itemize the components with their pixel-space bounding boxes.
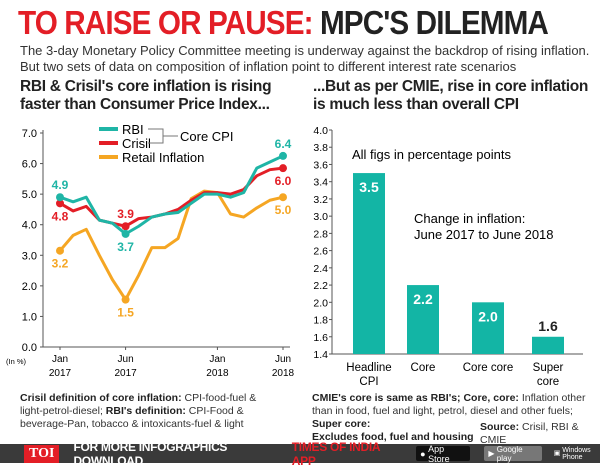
y-tick-label: 2.2 [313, 280, 328, 292]
y-tick-label: 2.4 [313, 263, 328, 275]
data-label: 3.7 [117, 240, 134, 254]
series-line [59, 154, 284, 236]
series-line [58, 189, 284, 302]
x-category-label: Headline [346, 362, 391, 374]
y-tick-label: 6.0 [22, 159, 37, 171]
bar-value-label: 2.0 [478, 308, 498, 324]
y-tick-label: 1.8 [313, 315, 328, 327]
legend-label: Retail Inflation [122, 150, 204, 165]
bar [532, 336, 564, 354]
bar-chart: 1.4 1.6 1.8 2.0 2.2 2.4 2.6 2.8 3.0 3.2 3.4 3.6 3.8 4… [313, 125, 583, 388]
x-category-label: CPI [359, 376, 378, 388]
data-point [121, 229, 130, 238]
data-label: 3.9 [117, 207, 134, 221]
windows-icon: ▣ [553, 450, 563, 457]
data-label: 6.0 [275, 174, 292, 188]
x-tick-label: 2018 [206, 368, 229, 379]
bar [472, 302, 504, 354]
google-play-badge[interactable]: ▶ Google play [484, 445, 542, 463]
x-category-label: Core core [463, 362, 514, 374]
data-point [56, 199, 64, 208]
data-label: 4.9 [52, 178, 69, 192]
data-point [56, 193, 64, 202]
series-line [59, 166, 284, 228]
annotation: June 2017 to June 2018 [414, 227, 554, 242]
data-point [279, 151, 287, 160]
data-label: 4.8 [52, 209, 69, 223]
y-tick-label: 3.6 [313, 159, 328, 171]
footer-app[interactable]: TIMES OF INDIA APP [291, 439, 380, 468]
toi-logo: TOI [24, 444, 60, 463]
data-point [279, 193, 287, 202]
bar-value-label: 3.5 [359, 179, 379, 195]
data-point [121, 295, 130, 304]
left-heading: RBI & Crisil's core inflation is rising … [20, 78, 272, 113]
y-tick-label: 4.0 [22, 220, 37, 232]
apple-icon: ● [420, 448, 429, 459]
y-tick-label: 1.0 [22, 311, 37, 323]
windows-phone-badge[interactable]: ▣ Windows Phone [553, 446, 591, 461]
data-label: 1.5 [117, 306, 134, 320]
y-tick-label: 5.0 [22, 189, 37, 201]
right-heading: ...But as per CMIE, rise in core inflati… [313, 78, 589, 113]
y-tick-label: 4.0 [313, 125, 328, 137]
data-label: 5.0 [275, 203, 292, 217]
y-tick-label: 3.0 [22, 250, 37, 262]
footer-banner: TOI FOR MORE INFOGRAPHICS DOWNLOAD TIMES… [0, 440, 600, 468]
bar [407, 285, 439, 354]
bar-value-label: 2.2 [413, 291, 433, 307]
data-point [56, 246, 64, 255]
x-tick-label: Jan [209, 354, 225, 365]
x-tick-label: Jun [118, 354, 134, 365]
y-tick-label: 1.4 [313, 349, 328, 361]
y-tick-label: 3.0 [313, 211, 328, 223]
data-point [279, 164, 287, 173]
x-tick-label: 2017 [49, 368, 72, 379]
source: Source: Crisil, RBI & CMIE [480, 421, 579, 446]
subtitle: The 3-day Monetary Policy Committee meet… [20, 43, 590, 74]
left-note: Crisil definition of core inflation: CPI… [20, 392, 257, 430]
y-tick-label: 3.2 [313, 194, 328, 206]
data-label: 3.2 [52, 257, 69, 271]
right-note: CMIE's core is same as RBI's; Core, core… [312, 392, 586, 443]
legend-label: Crisil [122, 136, 151, 151]
page-title: TO RAISE OR PAUSE: MPC'S DILEMMA [18, 4, 549, 41]
y-tick-label: 2.0 [22, 281, 37, 293]
y-tick-label: 3.4 [313, 177, 328, 189]
y-tick-label: 3.8 [313, 142, 328, 154]
bar [353, 173, 385, 354]
y-tick-label: 2.0 [313, 297, 328, 309]
y-tick-label: 2.8 [313, 228, 328, 240]
x-tick-label: Jun [275, 354, 291, 365]
x-tick-label: 2017 [114, 368, 137, 379]
y-tick-label: 0.0 [22, 342, 37, 354]
x-category-label: core [537, 376, 559, 388]
data-label: 6.4 [275, 137, 292, 151]
footer-text: FOR MORE INFOGRAPHICS DOWNLOAD [73, 439, 228, 468]
play-icon: ▶ [488, 449, 497, 458]
app-store-badge[interactable]: ● App Store [416, 444, 471, 464]
y-unit-label: (In %) [6, 357, 27, 366]
data-point [121, 222, 130, 231]
x-category-label: Super [533, 362, 564, 374]
legend-group-label: Core CPI [180, 129, 233, 144]
x-tick-label: Jan [52, 354, 68, 365]
y-tick-label: 7.0 [22, 128, 37, 140]
annotation: All figs in percentage points [352, 147, 511, 162]
legend-label: RBI [122, 122, 144, 137]
annotation: Change in inflation: [414, 211, 525, 226]
y-tick-label: 2.6 [313, 246, 328, 258]
y-tick-label: 1.6 [313, 332, 328, 344]
x-category-label: Core [411, 362, 436, 374]
x-tick-label: 2018 [272, 368, 295, 379]
line-chart: 0.0 1.0 2.0 3.0 4.0 5.0 6.0 7.0 (In %) Jan 2017 Jun… [6, 122, 295, 379]
bar-value-label: 1.6 [538, 318, 558, 334]
